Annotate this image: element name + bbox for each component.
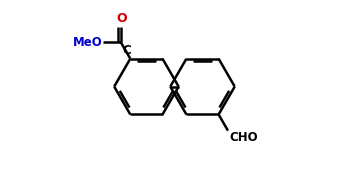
Text: O: O [117,12,127,25]
Text: MeO: MeO [73,36,102,49]
Text: CHO: CHO [229,131,258,144]
Text: C: C [122,44,131,57]
